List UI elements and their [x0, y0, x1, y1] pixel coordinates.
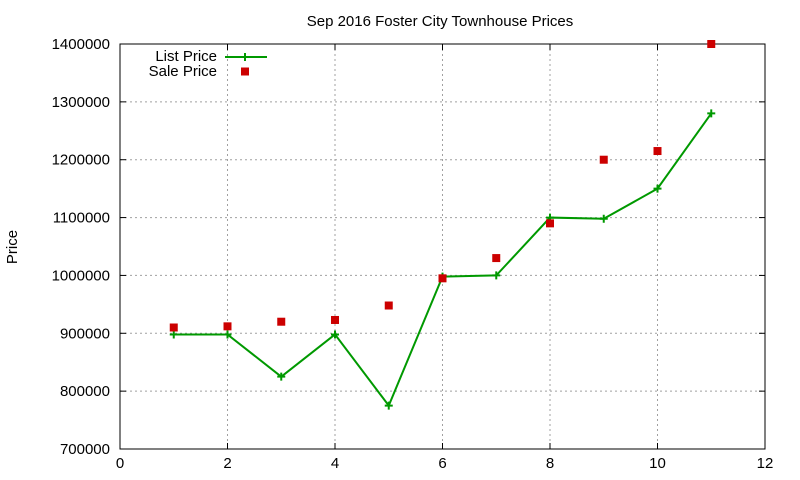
x-tick-label-0: 0: [116, 455, 124, 472]
point-sale-price-8: [546, 219, 554, 228]
point-sale-price-10: [653, 147, 662, 156]
point-list-price-7: [492, 271, 501, 280]
y-tick-label-1000000: 1000000: [52, 267, 110, 284]
y-tick-label-700000: 700000: [60, 441, 110, 458]
point-list-price-9: [599, 214, 608, 223]
y-axis-label: Price: [4, 230, 21, 264]
point-list-price-11: [707, 109, 716, 118]
y-tick-label-1400000: 1400000: [52, 36, 110, 53]
x-tick-label-4: 4: [331, 455, 339, 472]
x-tick-label-10: 10: [649, 455, 666, 472]
point-sale-price-11: [707, 40, 716, 48]
point-sale-price-1: [169, 323, 178, 332]
point-list-price-1: [169, 330, 178, 339]
point-list-price-4: [331, 330, 339, 339]
point-list-price-3: [277, 372, 286, 381]
y-tick-label-800000: 800000: [60, 383, 110, 400]
axis-ticks: 0 2 4 6 8 10 12 700000 800000 900000 1000000 110000…: [52, 36, 774, 472]
y-tick-label-900000: 900000: [60, 325, 110, 342]
legend: List Price Sale Price: [149, 48, 267, 80]
y-tick-label-1300000: 1300000: [52, 94, 110, 111]
point-sale-price-6: [438, 274, 447, 283]
y-tick-label-1200000: 1200000: [52, 152, 110, 169]
x-tick-label-6: 6: [438, 455, 446, 472]
x-tick-label-12: 12: [757, 455, 774, 472]
grid: [120, 44, 765, 449]
point-sale-price-5: [384, 301, 393, 310]
point-sale-price-9: [599, 155, 608, 164]
point-list-price-10: [653, 184, 662, 193]
point-sale-price-4: [331, 315, 339, 324]
point-sale-price-2: [223, 322, 232, 331]
point-list-price-2: [223, 330, 232, 339]
series-layer: [169, 40, 716, 410]
x-tick-label-8: 8: [546, 455, 554, 472]
y-tick-label-1100000: 1100000: [53, 210, 110, 227]
point-list-price-5: [384, 401, 393, 410]
x-tick-label-2: 2: [223, 455, 231, 472]
legend-marker-list-price: [241, 53, 249, 61]
point-sale-price-3: [277, 317, 286, 326]
legend-label-list-price: List Price: [155, 48, 217, 65]
legend-label-sale-price: Sale Price: [149, 63, 217, 80]
legend-marker-sale-price: [241, 67, 249, 76]
chart-title: Sep 2016 Foster City Townhouse Prices: [307, 13, 574, 30]
point-sale-price-7: [492, 254, 501, 263]
